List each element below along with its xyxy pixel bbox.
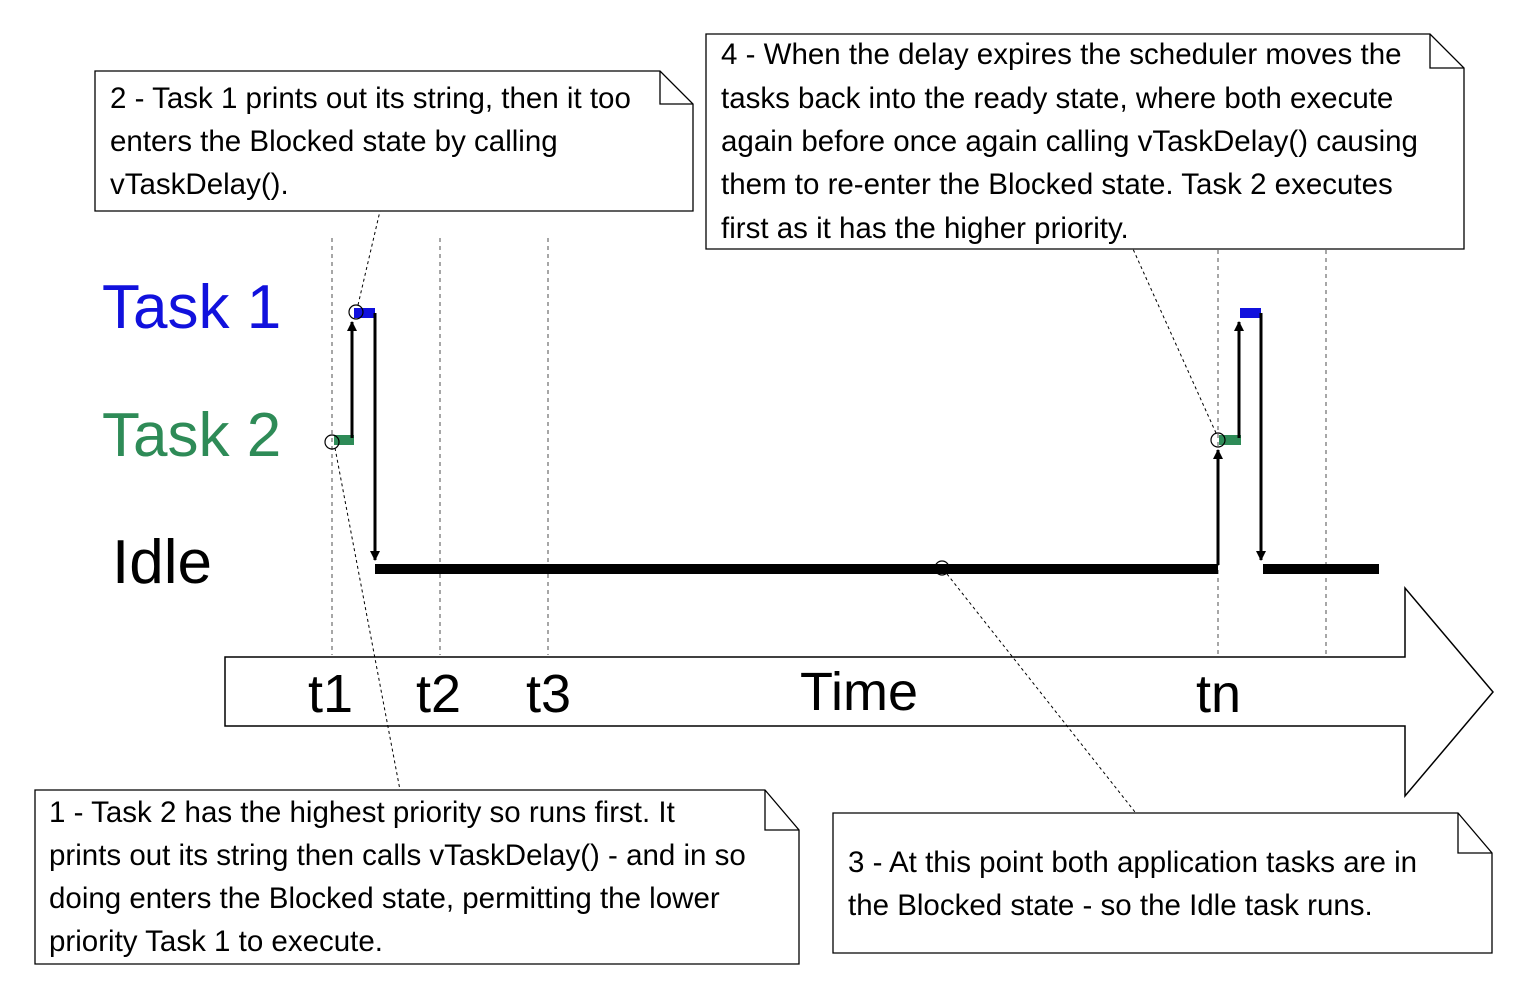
lane-label-task1: Task 1 — [102, 273, 281, 342]
task1-run-bar-1 — [354, 308, 375, 318]
note-3-line: 3 - At this point both application tasks… — [848, 846, 1417, 879]
note-3-line: the Blocked state - so the Idle task run… — [848, 889, 1373, 922]
note-4-box — [705, 33, 1465, 250]
note-1-line: priority Task 1 to execute. — [49, 925, 383, 958]
callout-markers — [324, 304, 1226, 576]
note-1-line: 1 - Task 2 has the highest priority so r… — [49, 796, 675, 829]
note-4: 4 - When the delay expires the scheduler… — [705, 33, 1465, 250]
lane-label-task2: Task 2 — [102, 401, 281, 470]
note-1-box — [34, 789, 800, 965]
note-3-text: 3 - At this point both application tasks… — [848, 846, 1425, 922]
note-4-line: them to re-enter the Blocked state. Task… — [721, 168, 1393, 201]
transition-arrows — [347, 313, 1266, 565]
note-1-line: doing enters the Blocked state, permitti… — [49, 882, 720, 915]
note-2: 2 - Task 1 prints out its string, then i… — [94, 70, 694, 212]
tick-label-t3: t3 — [526, 664, 571, 724]
note-3-fold — [1457, 813, 1492, 854]
callout-leaders — [334, 210, 1217, 813]
note-4-line: tasks back into the ready state, where b… — [721, 82, 1393, 115]
lane-label-idle: Idle — [112, 528, 212, 597]
note-3-box — [832, 812, 1493, 954]
note-4-text: 4 - When the delay expires the scheduler… — [721, 38, 1426, 245]
note-2-line: enters the Blocked state by calling — [110, 125, 558, 158]
tick-label-t1: t1 — [308, 664, 353, 724]
leader-note-3 — [946, 573, 1136, 813]
note-4-fold — [1429, 34, 1464, 69]
idle-run-bar-2 — [1263, 564, 1379, 574]
note-4-line: again before once again calling vTaskDel… — [721, 125, 1418, 158]
time-axis-label: Time — [800, 662, 918, 722]
note-2-box — [94, 70, 694, 212]
note-1-line: prints out its string then calls vTaskDe… — [49, 839, 746, 872]
note-1: 1 - Task 2 has the highest priority so r… — [34, 789, 800, 965]
note-4-line: 4 - When the delay expires the scheduler… — [721, 38, 1402, 71]
marker-note-4 — [1210, 432, 1226, 448]
marker-note-1 — [324, 434, 340, 450]
task1-run-bar-2 — [1240, 308, 1261, 318]
leader-note-1 — [334, 447, 401, 791]
time-gridlines — [331, 238, 1327, 655]
idle-run-bar-1 — [375, 564, 1218, 574]
note-2-line: 2 - Task 1 prints out its string, then i… — [110, 82, 631, 115]
marker-note-2 — [348, 304, 364, 320]
leader-note-4 — [1132, 248, 1217, 434]
note-1-fold — [764, 790, 799, 831]
note-1-text: 1 - Task 2 has the highest priority so r… — [49, 796, 754, 958]
marker-note-3 — [934, 560, 950, 576]
note-4-line: first as it has the higher priority. — [721, 212, 1129, 245]
note-3: 3 - At this point both application tasks… — [832, 812, 1493, 954]
leader-note-2 — [357, 210, 381, 306]
note-2-text: 2 - Task 1 prints out its string, then i… — [110, 82, 639, 201]
note-2-fold — [659, 71, 693, 105]
note-2-line: vTaskDelay(). — [110, 168, 289, 201]
tick-label-t2: t2 — [416, 664, 461, 724]
time-axis-arrow — [224, 585, 1494, 799]
task2-run-bar-1 — [334, 435, 354, 445]
task2-run-bar-2 — [1219, 435, 1241, 445]
tick-label-tn: tn — [1196, 664, 1241, 724]
